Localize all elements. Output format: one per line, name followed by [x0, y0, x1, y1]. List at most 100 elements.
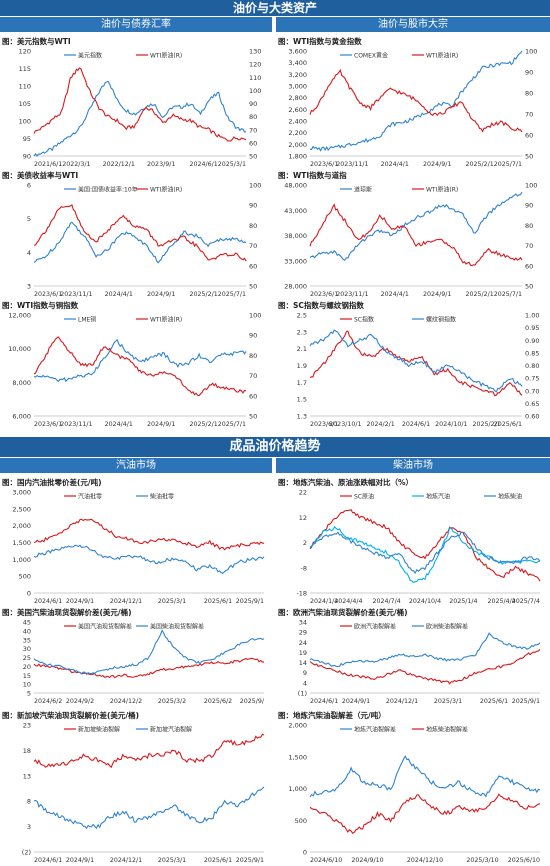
- y-tick-label: 2,500: [12, 505, 31, 513]
- legend-label: 美元指数: [78, 51, 102, 59]
- y-tick-label: 5: [27, 690, 31, 698]
- y-tick-label: 19: [299, 649, 307, 657]
- y2-tick-label: 50: [249, 153, 257, 161]
- y2-tick-label: 90: [525, 202, 533, 210]
- x-tick-label: 2021/6/1: [34, 161, 62, 168]
- y2-tick-label: 120: [249, 61, 261, 69]
- legend-label: SC原油: [354, 492, 374, 500]
- y-tick-label: 2,000: [288, 722, 307, 730]
- y-tick-label: (2): [22, 849, 31, 857]
- x-tick-label: 2023/9/1: [147, 161, 175, 168]
- y-tick-label: 1,500: [12, 539, 31, 547]
- x-tick-label: 2024/6/1: [34, 857, 62, 864]
- x-tick-label: 2024/9/1: [342, 698, 370, 705]
- y-tick-label: 13: [23, 772, 31, 780]
- y2-tick-label: 0.65: [525, 400, 539, 408]
- y-tick-label: 2,000: [12, 522, 31, 530]
- y-tick-label: 3,000: [288, 83, 307, 91]
- x-tick-label: 2025/7/1: [494, 161, 522, 168]
- series-line: [309, 649, 541, 685]
- x-tick-label: 2025/6/1: [204, 598, 232, 605]
- y2-tick-label: 70: [249, 242, 257, 250]
- y-tick-label: 1,500: [288, 753, 307, 761]
- x-tick-label: 2025/2/1: [465, 291, 493, 298]
- y-tick-label: 9: [303, 669, 307, 677]
- legend-label: WTI原油(R): [150, 185, 182, 193]
- x-tick-label: 2022/3/1: [62, 161, 90, 168]
- x-tick-label: 2025/6/1: [494, 421, 522, 428]
- y-tick-label: 30: [23, 645, 31, 653]
- y-tick-label: 4: [303, 679, 307, 687]
- chart-svg: 2.5 2.3 2.1 1.9 1.7 1.5 1.3 1.00 0.95 0.90 0.85 0.8…: [297, 312, 540, 429]
- series-line: [309, 50, 523, 152]
- series-line: [33, 518, 265, 551]
- x-tick-label: 2025/3/10: [466, 857, 498, 864]
- y2-tick-label: 130: [249, 48, 261, 56]
- x-tick-label: 2024/4/1: [105, 291, 133, 298]
- subheader-stocks-commodities: 油价与股市大宗: [276, 17, 550, 32]
- y2-tick-label: 80: [525, 90, 533, 98]
- x-tick-label: 2024/2/1: [367, 421, 395, 428]
- y-tick-label: 110: [19, 83, 31, 91]
- section-title-assets: 油价与大类资产: [0, 0, 550, 16]
- y-tick-label: 100: [19, 118, 31, 126]
- y2-tick-label: 0.80: [525, 362, 539, 370]
- y-tick-label: 120: [19, 48, 31, 56]
- chart-title: 图：美元指数与WTI: [2, 37, 71, 46]
- legend-label: 美国汽油现货裂解差: [78, 622, 132, 630]
- legend-label: 美国:国债收益率:10年: [78, 185, 138, 193]
- y-tick-label: 48,000: [284, 182, 307, 190]
- chart-panel-6: 图：SC指数与螺纹钢指数 2.5 2.3 2.1 1.9 1.7 1.5 1.3 1.00 0.9…: [276, 300, 548, 430]
- y-tick-label: 3,600: [288, 48, 307, 56]
- chart-title: 图：新加坡汽柴油现货裂解价差(美元/桶): [2, 711, 140, 720]
- y2-tick-label: 90: [525, 69, 533, 77]
- x-tick-label: 2024/12/1: [110, 857, 142, 864]
- series-line: [309, 509, 541, 582]
- y2-tick-label: 50: [249, 413, 257, 421]
- y-tick-label: 10,000: [8, 345, 31, 353]
- chart-title: 图：WTI指数与铜指数: [2, 301, 79, 310]
- chart-svg: 23 18 13 8 3 (2)2024/6/1 2024/9/1 2024/12/1 2025…: [22, 722, 265, 864]
- x-tick-label: 2024/4/4: [334, 598, 362, 605]
- y2-tick-label: 50: [525, 153, 533, 161]
- x-tick-label: 2025/6/2: [204, 698, 232, 705]
- chart-panel-5: 图：WTI指数与铜指数 12,000 10,000 8,000 6,000 100 90 80…: [0, 300, 272, 430]
- chart-panel-9: 图：美国汽柴油现货裂解价差(美元/桶) 45 40 35 30 25 20 15 10 5 2024…: [0, 607, 272, 707]
- y2-tick-label: 50: [249, 283, 257, 291]
- x-tick-label: 2024/6/1: [189, 161, 217, 168]
- y2-tick-label: 100: [249, 312, 261, 320]
- legend-label: WTI原油(R): [150, 315, 182, 323]
- x-tick-label: 2025/3/2: [158, 698, 186, 705]
- legend-label: 地炼汽油裂解差: [354, 725, 396, 733]
- series-line: [33, 629, 265, 676]
- y-tick-label: 2.1: [297, 345, 307, 353]
- y2-tick-label: 60: [249, 392, 257, 400]
- x-tick-label: 2025/2/1: [189, 421, 217, 428]
- x-tick-label: 2025/6/10: [508, 857, 540, 864]
- chart-panel-1: 图：美元指数与WTI 120 115 110 105 100 95 90 130 120 110 10…: [0, 36, 272, 170]
- chart-panel-4: 图：WTI指数与道指 48,000 43,000 38,000 33,000 28,000…: [276, 170, 548, 300]
- y2-tick-label: 90: [249, 100, 257, 108]
- y-tick-label: 2.5: [297, 312, 307, 320]
- chart-panel-7: 图：国内汽油批零价差(元/吨) 3,000 2,500 2,000 1,500 1,000…: [0, 477, 272, 607]
- series-line: [33, 67, 247, 142]
- series-line: [33, 336, 247, 397]
- y-tick-label: 2.3: [297, 328, 307, 336]
- y-tick-label: -18: [296, 590, 307, 598]
- x-tick-label: 2024/4/1: [381, 161, 409, 168]
- series-line: [309, 755, 541, 798]
- series-line: [33, 544, 265, 574]
- x-tick-label: 2024/9/1: [423, 161, 451, 168]
- y-tick-label: 2: [303, 539, 307, 547]
- y-tick-label: 0: [27, 590, 31, 598]
- y-tick-label: 3,200: [288, 71, 307, 79]
- x-tick-label: 2024/9/1: [423, 291, 451, 298]
- x-tick-label: 2024/6/10: [310, 857, 342, 864]
- x-tick-label: 2023/6/1: [310, 421, 338, 428]
- legend-label: 地炼柴油裂解差: [426, 725, 468, 733]
- x-tick-label: 2024/6/1: [310, 698, 338, 705]
- chart-title: 图：美国汽柴油现货裂解价差(美元/桶): [2, 608, 132, 617]
- chart-svg: 3,600 3,400 3,200 3,000 2,800 2,600 2,400 2,200…: [288, 48, 537, 169]
